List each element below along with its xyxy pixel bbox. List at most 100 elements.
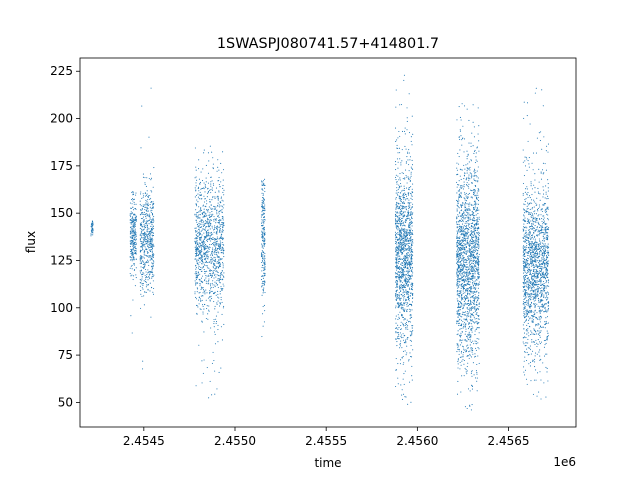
data-point: [468, 119, 470, 122]
data-point: [460, 350, 463, 352]
data-point: [407, 290, 409, 292]
data-point: [475, 263, 477, 265]
data-point: [217, 195, 219, 197]
data-point: [457, 202, 459, 204]
data-point: [262, 313, 264, 315]
data-point: [261, 228, 263, 230]
data-point: [473, 256, 476, 258]
data-point: [405, 342, 407, 344]
data-point: [460, 206, 462, 208]
data-point: [195, 250, 197, 252]
data-point: [410, 246, 412, 249]
data-point: [130, 243, 132, 245]
data-point: [219, 259, 221, 261]
data-point: [200, 244, 202, 246]
data-point: [474, 205, 476, 207]
data-point: [394, 213, 397, 215]
data-point: [263, 229, 265, 231]
data-point: [396, 252, 398, 254]
data-point: [476, 232, 478, 234]
data-point: [142, 360, 144, 362]
data-point: [142, 249, 144, 251]
data-point: [470, 248, 472, 250]
data-point: [196, 313, 198, 315]
data-point: [208, 246, 210, 248]
data-point: [466, 170, 468, 172]
data-point: [458, 274, 460, 276]
data-point: [397, 283, 399, 285]
data-point: [262, 202, 264, 204]
data-point: [474, 334, 476, 336]
data-point: [206, 215, 208, 217]
data-point: [131, 274, 133, 276]
data-point: [400, 211, 402, 213]
data-point: [476, 307, 478, 309]
data-point: [473, 269, 476, 271]
data-point: [471, 241, 473, 243]
data-point: [146, 276, 148, 278]
data-point: [456, 393, 459, 395]
data-point: [396, 183, 398, 185]
data-point: [140, 240, 142, 243]
data-point: [150, 208, 152, 210]
data-point: [467, 277, 469, 279]
data-point: [142, 272, 144, 274]
data-point: [473, 126, 475, 128]
data-point: [408, 170, 410, 172]
data-point: [466, 197, 468, 199]
data-point: [223, 272, 225, 274]
data-point: [458, 254, 460, 256]
data-point: [211, 254, 213, 256]
data-point: [218, 183, 220, 186]
data-point: [467, 288, 469, 290]
data-point: [410, 316, 412, 318]
data-point: [198, 178, 200, 180]
data-point: [396, 225, 398, 227]
data-point: [471, 266, 473, 269]
data-point: [262, 207, 265, 209]
data-point: [397, 263, 399, 265]
data-point: [477, 181, 479, 183]
data-point: [465, 200, 468, 202]
data-point: [222, 239, 224, 241]
data-point: [458, 229, 460, 231]
data-point: [476, 229, 478, 231]
data-point: [462, 203, 464, 205]
data-point: [220, 219, 222, 221]
data-point: [458, 195, 460, 197]
data-point: [220, 274, 222, 276]
data-point: [150, 239, 152, 241]
data-point: [468, 312, 470, 314]
data-point: [407, 177, 409, 179]
data-point: [220, 209, 222, 211]
data-point: [146, 214, 148, 217]
data-point: [407, 215, 409, 217]
data-point: [477, 347, 479, 349]
data-point: [219, 248, 221, 250]
data-point: [465, 203, 467, 205]
data-point: [403, 228, 405, 230]
data-point: [476, 227, 478, 229]
data-point: [456, 282, 458, 284]
data-point: [397, 227, 399, 229]
data-point: [408, 308, 410, 310]
data-point: [410, 270, 412, 272]
data-point: [207, 223, 209, 225]
data-point: [468, 174, 470, 176]
data-point: [198, 344, 200, 346]
data-point: [409, 240, 411, 242]
data-point: [395, 206, 397, 208]
data-point: [143, 224, 145, 226]
data-point: [222, 225, 224, 227]
data-point: [400, 231, 402, 233]
data-point: [147, 242, 149, 244]
data-point: [215, 222, 217, 224]
data-point: [206, 210, 208, 212]
data-point: [222, 187, 224, 190]
data-point: [216, 196, 218, 198]
data-point: [462, 252, 464, 254]
data-point: [222, 207, 224, 209]
data-point: [465, 369, 467, 371]
data-point: [478, 140, 480, 142]
data-point: [471, 253, 473, 255]
